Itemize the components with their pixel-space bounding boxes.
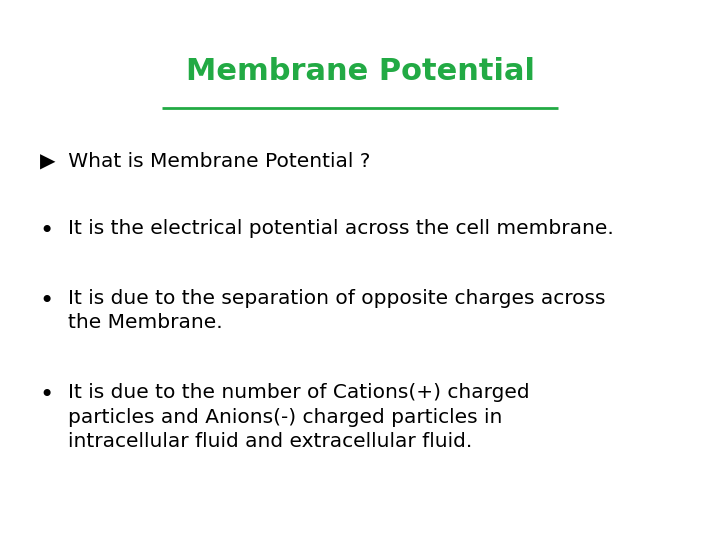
Text: Membrane Potential: Membrane Potential xyxy=(186,57,534,86)
Text: It is due to the number of Cations(+) charged
particles and Anions(-) charged pa: It is due to the number of Cations(+) ch… xyxy=(68,383,530,451)
Text: •: • xyxy=(40,289,54,313)
Text: It is due to the separation of opposite charges across
the Membrane.: It is due to the separation of opposite … xyxy=(68,289,606,332)
Text: •: • xyxy=(40,383,54,407)
Text: It is the electrical potential across the cell membrane.: It is the electrical potential across th… xyxy=(68,219,614,238)
Text: ▶  What is Membrane Potential ?: ▶ What is Membrane Potential ? xyxy=(40,151,370,170)
Text: •: • xyxy=(40,219,54,242)
